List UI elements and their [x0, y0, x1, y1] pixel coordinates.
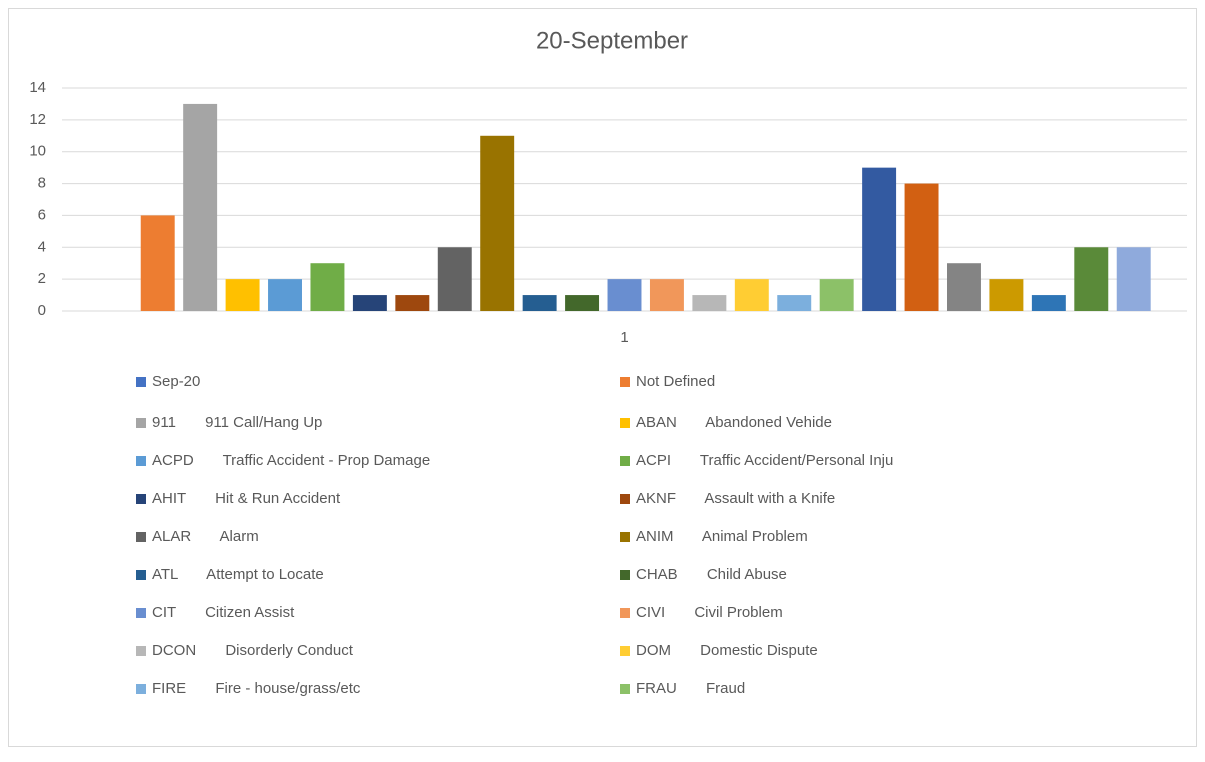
bar — [1074, 247, 1109, 311]
y-tick-label: 12 — [29, 111, 46, 128]
y-tick-label: 10 — [29, 143, 46, 160]
legend-swatch — [136, 456, 146, 466]
legend-label: ACPD Traffic Accident - Prop Damage — [152, 452, 430, 469]
bar — [352, 295, 387, 311]
bar — [268, 279, 302, 311]
legend-swatch — [620, 377, 630, 387]
legend-swatch — [620, 456, 630, 466]
legend-label: Sep-20 — [152, 373, 200, 390]
bar — [395, 295, 430, 311]
legend-swatch — [136, 646, 146, 656]
x-tick-label: 1 — [620, 329, 628, 346]
bar — [607, 279, 642, 311]
bar — [437, 247, 472, 311]
bar — [649, 279, 684, 311]
legend-label: 911 911 Call/Hang Up — [152, 414, 322, 431]
legend-swatch — [136, 570, 146, 580]
legend-swatch — [620, 570, 630, 580]
bar — [819, 279, 854, 311]
bar — [1116, 247, 1151, 311]
chart-title: 20-September — [536, 27, 688, 54]
bar — [140, 215, 175, 311]
bar — [947, 263, 981, 311]
bar — [1031, 295, 1066, 311]
legend-swatch — [620, 684, 630, 694]
bar — [310, 263, 345, 311]
y-tick-label: 8 — [38, 175, 46, 192]
legend-label: AHIT Hit & Run Accident — [152, 490, 341, 507]
legend-label: FIRE Fire - house/grass/etc — [152, 680, 361, 697]
y-tick-label: 14 — [29, 79, 46, 96]
bar — [862, 167, 897, 311]
legend-label: ALAR Alarm — [152, 528, 259, 545]
y-tick-label: 4 — [38, 238, 46, 255]
legend-label: ANIM Animal Problem — [636, 528, 808, 545]
legend-label: ABAN Abandoned Vehide — [636, 414, 832, 431]
legend-label: CIVI Civil Problem — [636, 604, 783, 621]
bar — [183, 103, 218, 311]
y-tick-label: 0 — [38, 302, 46, 319]
bar — [565, 295, 600, 311]
y-tick-label: 6 — [38, 206, 46, 223]
legend-label: ACPI Traffic Accident/Personal Inju — [636, 452, 893, 469]
legend-swatch — [620, 608, 630, 618]
legend-swatch — [136, 684, 146, 694]
legend-label: CHAB Child Abuse — [636, 566, 787, 583]
legend-label: AKNF Assault with a Knife — [636, 490, 835, 507]
legend-swatch — [620, 494, 630, 504]
bar — [989, 279, 1024, 311]
bar — [692, 295, 727, 311]
bar — [734, 279, 769, 311]
legend-swatch — [620, 646, 630, 656]
legend-label: ATL Attempt to Locate — [152, 566, 324, 583]
legend-swatch — [136, 377, 146, 387]
legend-label: DOM Domestic Dispute — [636, 642, 818, 659]
legend-swatch — [620, 532, 630, 542]
legend-label: DCON Disorderly Conduct — [152, 642, 354, 659]
bar — [480, 135, 515, 311]
legend-swatch — [136, 418, 146, 428]
legend-swatch — [136, 608, 146, 618]
legend-swatch — [620, 418, 630, 428]
legend-label: CIT Citizen Assist — [152, 604, 295, 621]
bar — [225, 279, 260, 311]
legend-label: Not Defined — [636, 373, 715, 390]
bar — [904, 183, 939, 311]
legend-swatch — [136, 532, 146, 542]
bar — [777, 295, 812, 311]
legend-swatch — [136, 494, 146, 504]
legend-label: FRAU Fraud — [636, 680, 745, 697]
y-tick-label: 2 — [38, 270, 46, 287]
bar — [522, 295, 557, 311]
